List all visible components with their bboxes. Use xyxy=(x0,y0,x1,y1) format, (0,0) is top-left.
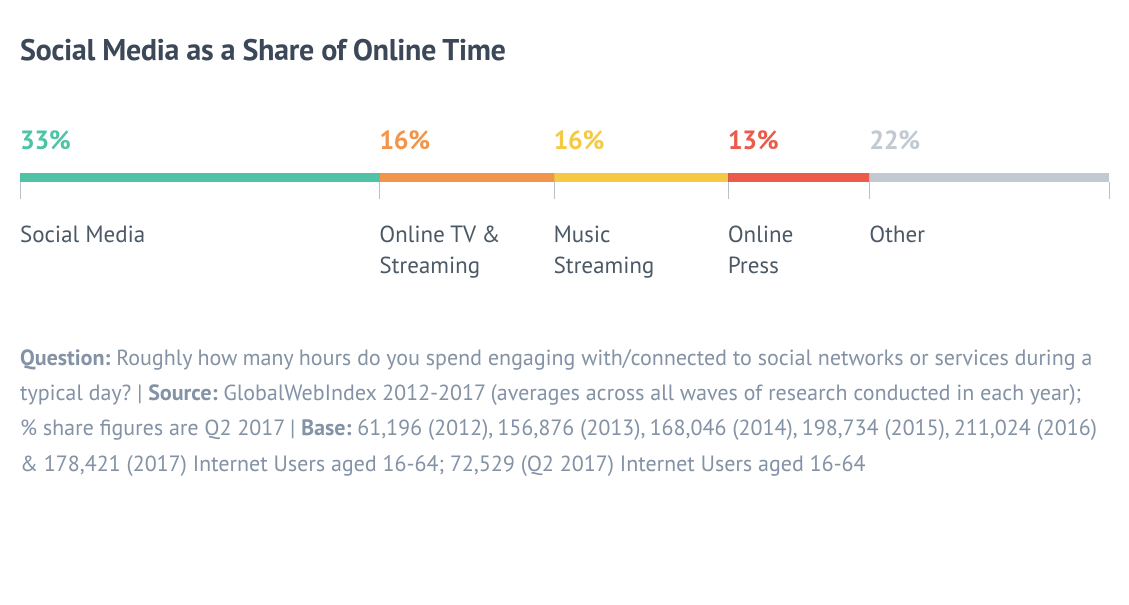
stacked-bar-chart: 33%16%16%13%22% Social MediaOnline TV & … xyxy=(20,124,1109,281)
chart-footnote: Question: Roughly how many hours do you … xyxy=(20,341,1100,482)
bar-tick xyxy=(554,182,555,199)
segment-percent: 33% xyxy=(20,124,379,157)
chart-title: Social Media as a Share of Online Time xyxy=(20,30,1109,69)
bar-tick xyxy=(728,182,729,199)
bar-segment xyxy=(728,173,870,182)
segment-percent: 22% xyxy=(869,124,1109,157)
segment-percent: 16% xyxy=(379,124,553,157)
bar-segment xyxy=(869,173,1109,182)
bar-tick xyxy=(869,182,870,199)
segment-label: Social Media xyxy=(20,219,379,281)
bar-segment xyxy=(554,173,728,182)
segment-label: Online TV & Streaming xyxy=(379,219,553,281)
segment-label: Online Press xyxy=(728,219,870,281)
segment-percent: 13% xyxy=(728,124,870,157)
bar-segment xyxy=(20,173,379,182)
bar-tick xyxy=(1109,182,1110,199)
question-label: Question: xyxy=(20,344,110,372)
segment-label: Other xyxy=(869,219,1109,281)
segment-percent: 16% xyxy=(554,124,728,157)
segment-label: Music Streaming xyxy=(554,219,728,281)
base-label: Base: xyxy=(301,414,351,442)
bar-tick xyxy=(20,182,21,199)
bar-segment xyxy=(379,173,553,182)
source-label: Source: xyxy=(148,379,217,407)
bar-tick xyxy=(379,182,380,199)
